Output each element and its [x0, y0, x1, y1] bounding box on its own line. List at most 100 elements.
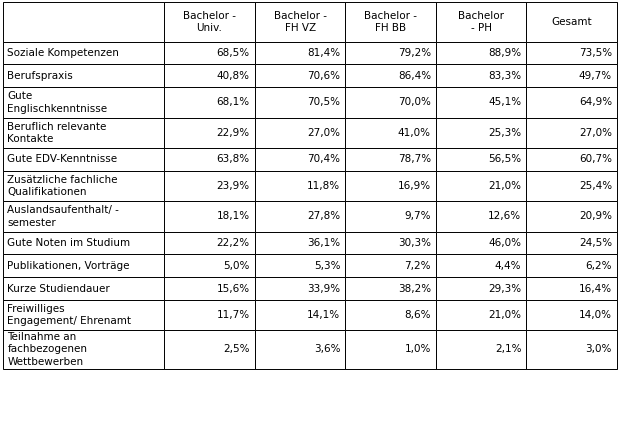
Bar	[164, 87, 255, 118]
Text: Auslandsaufenthalt/ -
semester: Auslandsaufenthalt/ - semester	[7, 205, 119, 228]
Text: 64,9%: 64,9%	[579, 97, 612, 107]
Bar	[345, 254, 436, 277]
Text: 2,5%: 2,5%	[223, 344, 250, 354]
Text: 70,5%: 70,5%	[308, 97, 340, 107]
Bar	[255, 254, 345, 277]
Text: 45,1%: 45,1%	[489, 97, 521, 107]
Text: Soziale Kompetenzen: Soziale Kompetenzen	[7, 48, 119, 58]
Text: Publikationen, Vorträge: Publikationen, Vorträge	[7, 261, 130, 271]
Text: 78,7%: 78,7%	[398, 154, 431, 164]
Bar	[164, 232, 255, 254]
Text: Teilnahme an
fachbezogenen
Wettbewerben: Teilnahme an fachbezogenen Wettbewerben	[7, 332, 87, 367]
Bar	[345, 171, 436, 201]
Bar	[345, 232, 436, 254]
Bar	[526, 118, 617, 148]
Text: 27,0%: 27,0%	[308, 128, 340, 138]
Bar	[255, 232, 345, 254]
Bar	[255, 87, 345, 118]
Bar	[526, 148, 617, 171]
Bar	[3, 330, 164, 369]
Bar	[436, 42, 526, 64]
Bar	[255, 42, 345, 64]
Bar	[436, 254, 526, 277]
Bar	[3, 277, 164, 300]
Text: Bachelor
- PH: Bachelor - PH	[458, 11, 504, 33]
Bar	[436, 64, 526, 87]
Text: 70,4%: 70,4%	[308, 154, 340, 164]
Text: Berufspraxis: Berufspraxis	[7, 71, 73, 81]
Text: Freiwilliges
Engagement/ Ehrenamt: Freiwilliges Engagement/ Ehrenamt	[7, 304, 131, 326]
Bar	[436, 232, 526, 254]
Text: 16,4%: 16,4%	[579, 284, 612, 293]
Text: Gesamt: Gesamt	[551, 17, 592, 27]
Text: 88,9%: 88,9%	[489, 48, 521, 58]
Bar	[436, 277, 526, 300]
Text: 14,0%: 14,0%	[579, 310, 612, 320]
Bar	[255, 2, 345, 42]
Bar	[345, 87, 436, 118]
Text: Bachelor -
FH VZ: Bachelor - FH VZ	[273, 11, 327, 33]
Text: 24,5%: 24,5%	[579, 238, 612, 248]
Bar	[3, 300, 164, 330]
Text: 6,2%: 6,2%	[585, 261, 612, 271]
Bar	[436, 118, 526, 148]
Text: 27,8%: 27,8%	[308, 211, 340, 221]
Text: 41,0%: 41,0%	[398, 128, 431, 138]
Text: Kurze Studiendauer: Kurze Studiendauer	[7, 284, 110, 293]
Bar	[3, 64, 164, 87]
Text: 68,5%: 68,5%	[217, 48, 250, 58]
Bar	[3, 254, 164, 277]
Bar	[345, 277, 436, 300]
Bar	[526, 277, 617, 300]
Text: 23,9%: 23,9%	[217, 181, 250, 191]
Text: 18,1%: 18,1%	[217, 211, 250, 221]
Text: 46,0%: 46,0%	[489, 238, 521, 248]
Bar	[255, 300, 345, 330]
Text: 21,0%: 21,0%	[489, 181, 521, 191]
Bar	[255, 148, 345, 171]
Bar	[3, 232, 164, 254]
Text: 30,3%: 30,3%	[398, 238, 431, 248]
Text: 36,1%: 36,1%	[308, 238, 340, 248]
Bar	[3, 87, 164, 118]
Bar	[3, 171, 164, 201]
Bar	[345, 201, 436, 232]
Bar	[3, 118, 164, 148]
Text: 5,0%: 5,0%	[223, 261, 250, 271]
Bar	[345, 330, 436, 369]
Bar	[436, 148, 526, 171]
Bar	[526, 42, 617, 64]
Text: 70,6%: 70,6%	[308, 71, 340, 81]
Bar	[164, 148, 255, 171]
Text: 11,7%: 11,7%	[217, 310, 250, 320]
Text: 14,1%: 14,1%	[308, 310, 340, 320]
Bar	[436, 201, 526, 232]
Bar	[526, 171, 617, 201]
Bar	[255, 330, 345, 369]
Text: 49,7%: 49,7%	[579, 71, 612, 81]
Text: 11,8%: 11,8%	[308, 181, 340, 191]
Bar	[164, 64, 255, 87]
Text: 38,2%: 38,2%	[398, 284, 431, 293]
Text: 22,2%: 22,2%	[217, 238, 250, 248]
Text: Bachelor -
FH BB: Bachelor - FH BB	[364, 11, 417, 33]
Bar	[345, 2, 436, 42]
Text: 86,4%: 86,4%	[398, 71, 431, 81]
Text: 29,3%: 29,3%	[489, 284, 521, 293]
Bar	[345, 148, 436, 171]
Bar	[164, 300, 255, 330]
Text: 25,4%: 25,4%	[579, 181, 612, 191]
Text: Beruflich relevante
Kontakte: Beruflich relevante Kontakte	[7, 121, 107, 144]
Text: 83,3%: 83,3%	[489, 71, 521, 81]
Text: Bachelor -
Univ.: Bachelor - Univ.	[183, 11, 236, 33]
Text: 5,3%: 5,3%	[314, 261, 340, 271]
Bar	[436, 2, 526, 42]
Text: 8,6%: 8,6%	[404, 310, 431, 320]
Text: Zusätzliche fachliche
Qualifikationen: Zusätzliche fachliche Qualifikationen	[7, 175, 118, 197]
Text: 70,0%: 70,0%	[398, 97, 431, 107]
Text: 20,9%: 20,9%	[579, 211, 612, 221]
Bar	[255, 171, 345, 201]
Bar	[3, 2, 164, 42]
Bar	[526, 2, 617, 42]
Text: 56,5%: 56,5%	[489, 154, 521, 164]
